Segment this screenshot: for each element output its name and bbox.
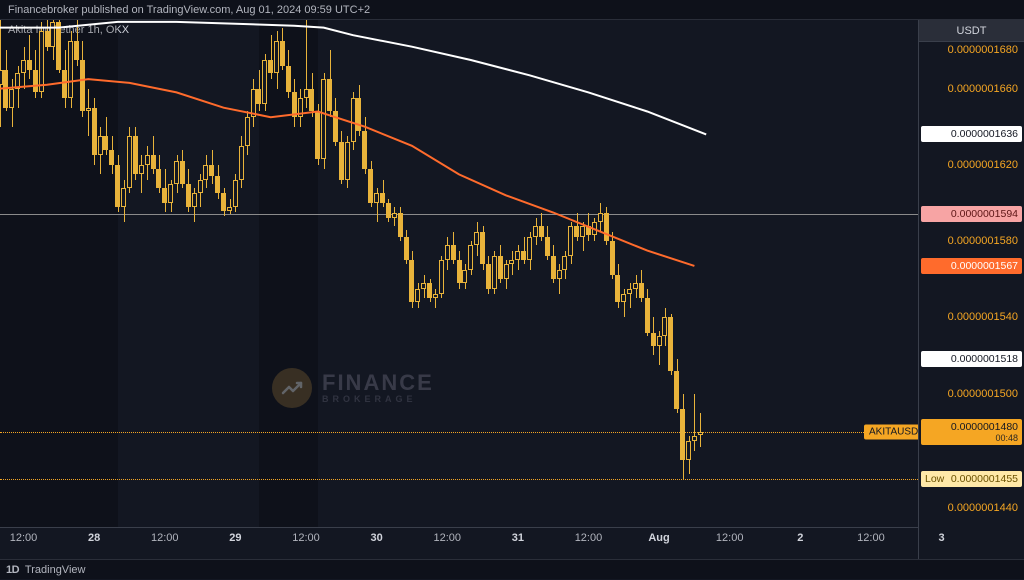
- x-tick: 12:00: [151, 532, 179, 544]
- y-tick: 0.0000001620: [919, 159, 1024, 171]
- y-price-label: Low0.0000001455: [921, 471, 1022, 487]
- chart-area[interactable]: Akita Inu/Tether 1h, OKX FINANCE BROKERA…: [0, 20, 918, 559]
- x-tick: 12:00: [433, 532, 461, 544]
- brand-text: TradingView: [25, 564, 86, 576]
- ma-white-line: [0, 22, 706, 134]
- x-tick: 28: [88, 532, 100, 544]
- tradingview-icon: 1D: [6, 564, 19, 576]
- ma-overlay: [0, 20, 918, 527]
- x-tick: 12:00: [716, 532, 744, 544]
- y-tick: 0.0000001540: [919, 311, 1024, 323]
- x-tick: 12:00: [10, 532, 38, 544]
- y-price-label: 0.0000001636: [921, 126, 1022, 142]
- x-tick: 2: [797, 532, 803, 544]
- x-axis[interactable]: 12:00 28 12:00 29 12:00 30 12:00 31 12:00 Aug 12:0…: [0, 527, 918, 559]
- y-price-label: 0.0000001518: [921, 351, 1022, 367]
- y-axis[interactable]: USDT 0.0000001680 0.0000001660 0.000000162…: [918, 20, 1024, 559]
- y-tick: 0.0000001440: [919, 502, 1024, 514]
- x-tick: 12:00: [575, 532, 603, 544]
- y-price-label: 0.000000148000:48: [921, 419, 1022, 445]
- x-tick: 29: [229, 532, 241, 544]
- y-tick: 0.0000001580: [919, 235, 1024, 247]
- y-price-label: 0.0000001594: [921, 206, 1022, 222]
- brand-bar: 1D TradingView: [0, 559, 1024, 579]
- price-pane[interactable]: Akita Inu/Tether 1h, OKX FINANCE BROKERA…: [0, 20, 918, 527]
- y-tick: 0.0000001660: [919, 83, 1024, 95]
- y-price-label: 0.0000001567: [921, 258, 1022, 274]
- symbol-badge: AKITAUSDT: [864, 424, 918, 439]
- y-tick: 0.0000001680: [919, 44, 1024, 56]
- x-tick: 12:00: [857, 532, 885, 544]
- x-tick: Aug: [648, 532, 669, 544]
- x-tick: 30: [370, 532, 382, 544]
- x-tick: 12:00: [292, 532, 320, 544]
- x-tick: 31: [512, 532, 524, 544]
- y-axis-header: USDT: [919, 20, 1024, 42]
- publisher-bar: Financebroker published on TradingView.c…: [0, 0, 1024, 20]
- y-tick: 0.0000001500: [919, 388, 1024, 400]
- ma-orange-line: [0, 79, 694, 266]
